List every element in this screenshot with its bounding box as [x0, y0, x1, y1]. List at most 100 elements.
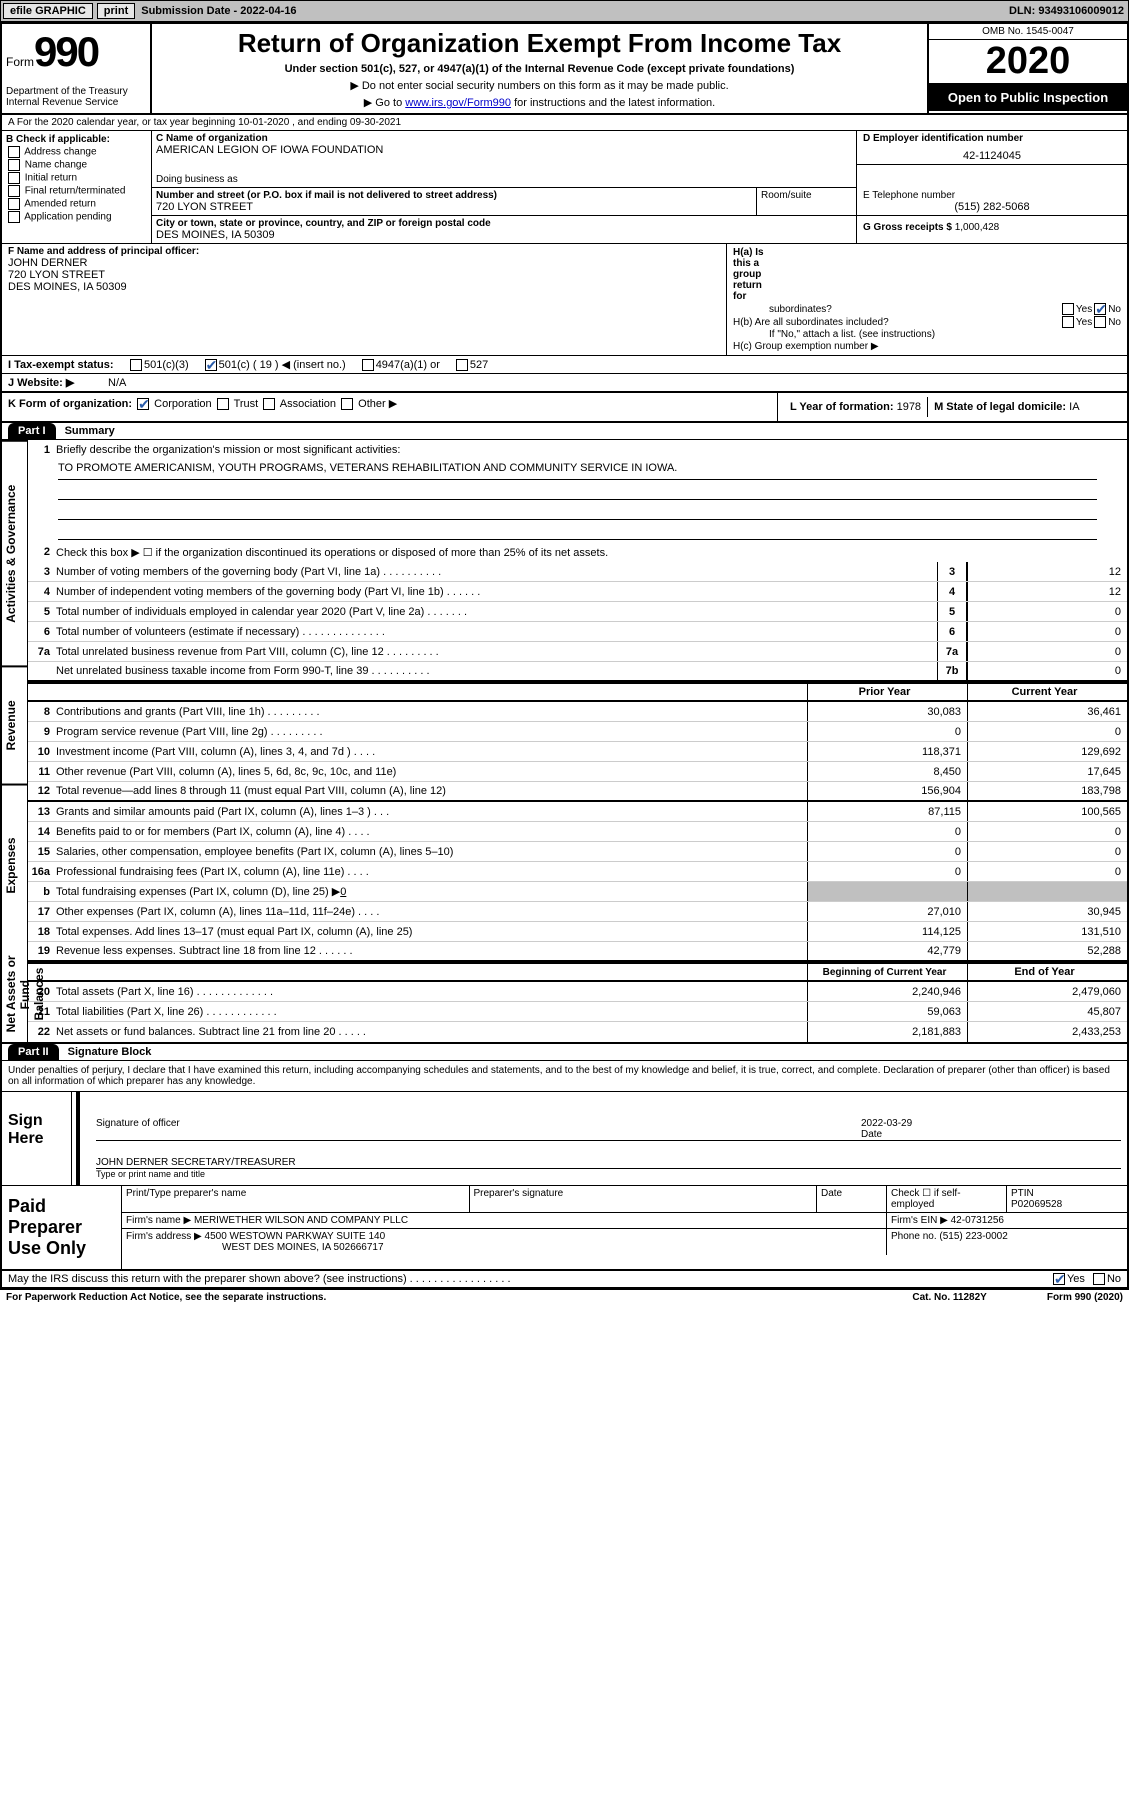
check-501c[interactable] — [205, 359, 217, 371]
c16b — [967, 882, 1127, 901]
officer-addr1: 720 LYON STREET — [8, 269, 720, 281]
p20: 2,240,946 — [807, 982, 967, 1001]
p15: 0 — [807, 842, 967, 861]
check-app[interactable] — [8, 211, 20, 223]
l11: Other revenue (Part VIII, column (A), li… — [56, 764, 807, 780]
hb-note: If "No," attach a list. (see instruction… — [733, 329, 1121, 340]
check-527[interactable] — [456, 359, 468, 371]
c9: 0 — [967, 722, 1127, 741]
p12: 156,904 — [807, 782, 967, 800]
footer-cat: Cat. No. 11282Y — [912, 1292, 986, 1303]
part2-header: Part II — [8, 1044, 59, 1060]
street-label: Number and street (or P.O. box if mail i… — [156, 190, 752, 201]
check-corp[interactable] — [137, 398, 149, 410]
firm-addr1: 4500 WESTOWN PARKWAY SUITE 140 — [205, 1231, 386, 1242]
sign-here-label: Sign Here — [2, 1092, 72, 1185]
firm-ein-value: 42-0731256 — [951, 1215, 1004, 1226]
check-initial[interactable] — [8, 172, 20, 184]
p9: 0 — [807, 722, 967, 741]
line7b-val: 0 — [967, 662, 1127, 680]
form-number: 990 — [34, 28, 98, 75]
efile-button[interactable]: efile GRAPHIC — [3, 3, 93, 19]
l21: Total liabilities (Part X, line 26) . . … — [56, 1004, 807, 1020]
col-boy: Beginning of Current Year — [807, 964, 967, 980]
subdate-label: Submission Date - 2022-04-16 — [137, 5, 300, 17]
check-trust[interactable] — [217, 398, 229, 410]
firm-addr-label: Firm's address ▶ — [126, 1231, 202, 1242]
irs-yes[interactable] — [1053, 1273, 1065, 1285]
c15: 0 — [967, 842, 1127, 861]
line3-val: 12 — [967, 562, 1127, 581]
ha-no[interactable] — [1094, 303, 1106, 315]
top-toolbar: efile GRAPHIC print Submission Date - 20… — [0, 0, 1129, 22]
gross-label: G Gross receipts $ — [863, 222, 952, 233]
line6-val: 0 — [967, 622, 1127, 641]
l22: Net assets or fund balances. Subtract li… — [56, 1024, 807, 1040]
row-k-form-org: K Form of organization: Corporation Trus… — [2, 393, 777, 421]
row-a-year: A For the 2020 calendar year, or tax yea… — [2, 115, 1127, 131]
c18: 131,510 — [967, 922, 1127, 941]
c19: 52,288 — [967, 942, 1127, 960]
col-prior: Prior Year — [807, 684, 967, 700]
p14: 0 — [807, 822, 967, 841]
dba-label: Doing business as — [156, 174, 852, 185]
line4-val: 12 — [967, 582, 1127, 601]
c20: 2,479,060 — [967, 982, 1127, 1001]
l18: Total expenses. Add lines 13–17 (must eq… — [56, 924, 807, 940]
phone-value: (515) 223-0002 — [939, 1231, 1007, 1242]
ha-yes[interactable] — [1062, 303, 1074, 315]
line7a-label: Total unrelated business revenue from Pa… — [56, 644, 937, 660]
p10: 118,371 — [807, 742, 967, 761]
line6-label: Total number of volunteers (estimate if … — [56, 624, 937, 640]
check-assoc[interactable] — [263, 398, 275, 410]
c21: 45,807 — [967, 1002, 1127, 1021]
tel-label: E Telephone number — [863, 190, 1121, 201]
org-name: AMERICAN LEGION OF IOWA FOUNDATION — [156, 144, 852, 156]
check-other[interactable] — [341, 398, 353, 410]
print-button[interactable]: print — [97, 3, 135, 19]
row-j-website: J Website: ▶ N/A — [2, 374, 1127, 393]
footer-form: Form 990 (2020) — [1047, 1292, 1123, 1303]
firm-label: Firm's name ▶ — [126, 1215, 191, 1226]
line5-label: Total number of individuals employed in … — [56, 604, 937, 620]
irs-link[interactable]: www.irs.gov/Form990 — [405, 97, 511, 109]
m-label: M State of legal domicile: — [934, 401, 1066, 413]
check-amended[interactable] — [8, 198, 20, 210]
line2-label: Check this box ▶ ☐ if the organization d… — [56, 544, 1127, 561]
p13: 87,115 — [807, 802, 967, 821]
l16a: Professional fundraising fees (Part IX, … — [56, 864, 807, 880]
firm-addr2: WEST DES MOINES, IA 502666717 — [222, 1242, 384, 1253]
check-501c3[interactable] — [130, 359, 142, 371]
irs-no[interactable] — [1093, 1273, 1105, 1285]
omb-number: OMB No. 1545-0047 — [929, 24, 1127, 40]
side-activities: Activities & Governance — [2, 440, 27, 665]
check-address[interactable] — [8, 146, 20, 158]
p8: 30,083 — [807, 702, 967, 721]
hb-yes[interactable] — [1062, 316, 1074, 328]
check-final[interactable] — [8, 185, 20, 197]
l14: Benefits paid to or for members (Part IX… — [56, 824, 807, 840]
prep-check-label: Check ☐ if self-employed — [887, 1186, 1007, 1212]
side-revenue: Revenue — [2, 665, 27, 784]
l9: Program service revenue (Part VIII, line… — [56, 724, 807, 740]
l10: Investment income (Part VIII, column (A)… — [56, 744, 807, 760]
check-4947[interactable] — [362, 359, 374, 371]
prep-sig-label: Preparer's signature — [470, 1186, 818, 1212]
website-value: N/A — [108, 377, 126, 389]
p21: 59,063 — [807, 1002, 967, 1021]
dln-text: DLN: 93493106009012 — [1009, 5, 1128, 17]
hb-label: H(b) Are all subordinates included? — [733, 317, 1060, 328]
side-expenses: Expenses — [2, 784, 27, 946]
footer-pra: For Paperwork Reduction Act Notice, see … — [6, 1292, 912, 1303]
street-value: 720 LYON STREET — [156, 201, 752, 213]
ptin-label: PTIN — [1011, 1188, 1034, 1199]
l12: Total revenue—add lines 8 through 11 (mu… — [56, 783, 807, 799]
sig-date-label: Date — [861, 1129, 882, 1140]
l16b: Total fundraising expenses (Part IX, col… — [56, 883, 807, 900]
line7b-label: Net unrelated business taxable income fr… — [56, 663, 937, 679]
part2-title: Signature Block — [62, 1044, 158, 1060]
check-name[interactable] — [8, 159, 20, 171]
c10: 129,692 — [967, 742, 1127, 761]
sig-typed-label: Type or print name and title — [96, 1169, 1121, 1179]
c13: 100,565 — [967, 802, 1127, 821]
